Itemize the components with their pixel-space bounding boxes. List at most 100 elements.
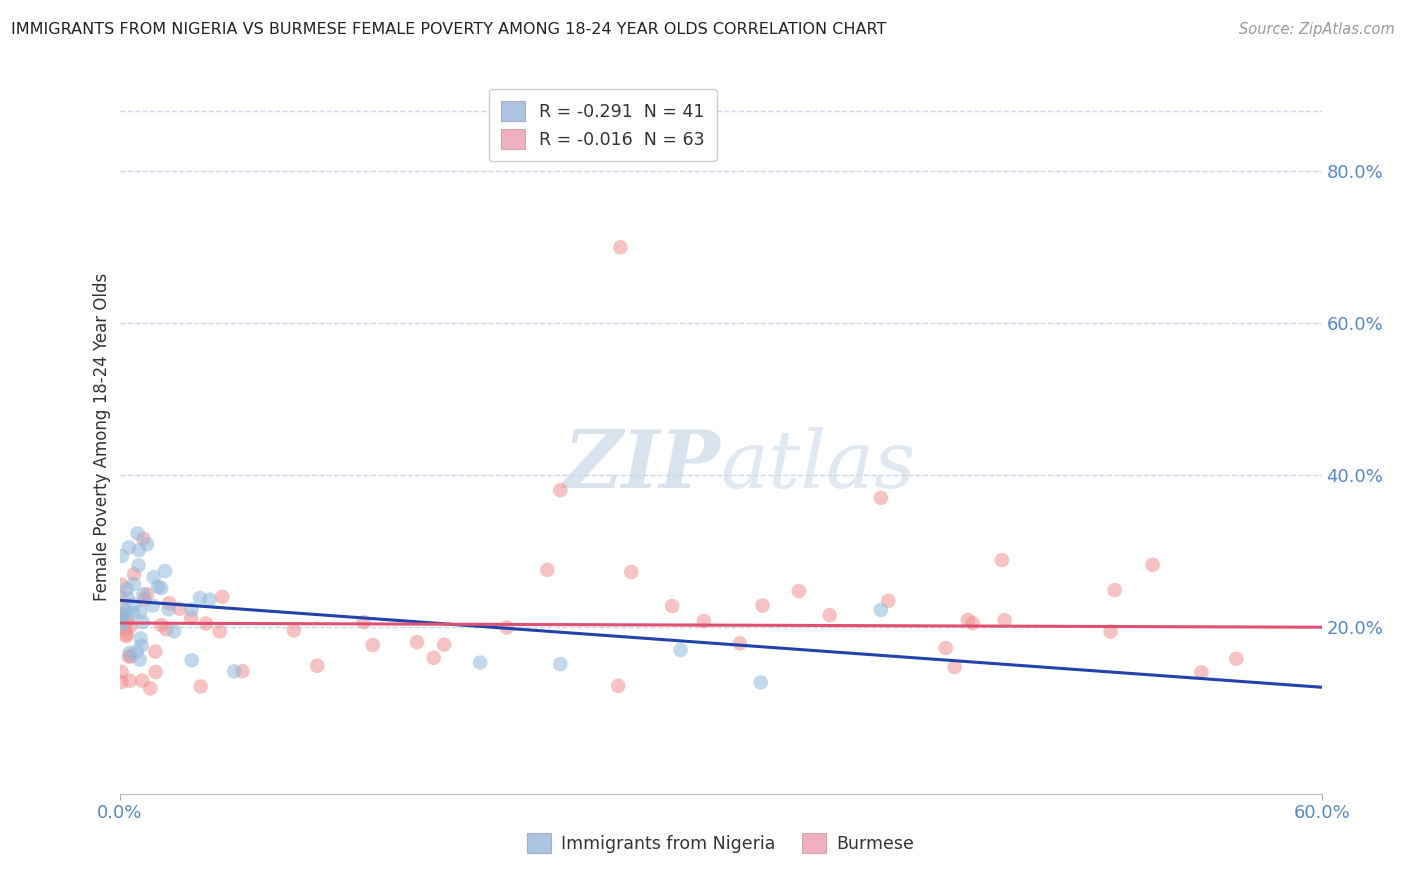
Point <box>129 632 152 646</box>
Point <box>231 664 253 678</box>
Point <box>145 665 167 679</box>
Point <box>991 553 1014 567</box>
Point <box>1225 652 1247 666</box>
Point <box>1191 665 1213 680</box>
Point <box>188 591 211 605</box>
Point <box>122 598 145 612</box>
Point <box>118 646 141 660</box>
Point <box>869 491 893 505</box>
Point <box>139 681 162 696</box>
Point <box>120 619 142 633</box>
Point <box>112 603 135 617</box>
Point <box>818 608 841 623</box>
Point <box>117 613 139 627</box>
Point <box>111 615 134 630</box>
Text: ZIP: ZIP <box>564 427 720 504</box>
Point <box>169 601 191 615</box>
Point <box>163 624 186 639</box>
Point <box>956 613 979 627</box>
Point <box>111 549 134 563</box>
Point <box>132 587 155 601</box>
Point <box>496 621 519 635</box>
Point <box>128 653 150 667</box>
Point <box>609 240 631 254</box>
Point <box>122 567 145 582</box>
Point <box>115 605 138 619</box>
Point <box>110 616 132 631</box>
Point <box>787 584 810 599</box>
Point <box>180 611 202 625</box>
Point <box>114 622 136 636</box>
Point <box>728 636 751 650</box>
Point <box>211 590 233 604</box>
Point <box>550 483 572 498</box>
Point <box>307 658 329 673</box>
Point <box>751 599 773 613</box>
Point <box>935 640 957 655</box>
Point <box>869 603 893 617</box>
Point <box>157 602 180 616</box>
Point <box>155 623 177 637</box>
Point <box>146 580 169 594</box>
Y-axis label: Female Poverty Among 18-24 Year Olds: Female Poverty Among 18-24 Year Olds <box>93 273 111 601</box>
Point <box>122 606 145 620</box>
Point <box>128 543 150 558</box>
Point <box>115 627 138 641</box>
Point <box>142 599 165 613</box>
Point <box>120 649 142 664</box>
Point <box>1099 624 1122 639</box>
Legend: Immigrants from Nigeria, Burmese: Immigrants from Nigeria, Burmese <box>520 826 921 860</box>
Point <box>208 624 231 639</box>
Point <box>132 532 155 546</box>
Point <box>283 624 305 638</box>
Point <box>150 581 173 595</box>
Point <box>180 602 202 616</box>
Point <box>962 616 984 631</box>
Point <box>661 599 683 613</box>
Point <box>131 673 153 688</box>
Point <box>110 591 132 606</box>
Point <box>110 607 132 621</box>
Point <box>180 653 202 667</box>
Point <box>433 638 456 652</box>
Point <box>422 650 444 665</box>
Point <box>749 675 772 690</box>
Point <box>110 665 132 679</box>
Text: Source: ZipAtlas.com: Source: ZipAtlas.com <box>1239 22 1395 37</box>
Point <box>993 613 1015 627</box>
Point <box>122 577 145 591</box>
Point <box>134 592 156 607</box>
Text: IMMIGRANTS FROM NIGERIA VS BURMESE FEMALE POVERTY AMONG 18-24 YEAR OLDS CORRELAT: IMMIGRANTS FROM NIGERIA VS BURMESE FEMAL… <box>11 22 887 37</box>
Point <box>224 665 246 679</box>
Point <box>110 609 132 624</box>
Point <box>607 679 630 693</box>
Point <box>150 618 173 632</box>
Point <box>135 587 157 601</box>
Point <box>142 570 165 584</box>
Point <box>129 605 152 619</box>
Point <box>693 614 716 628</box>
Point <box>131 639 153 653</box>
Point <box>136 537 159 551</box>
Point <box>153 564 176 578</box>
Point <box>198 592 221 607</box>
Point <box>195 616 218 631</box>
Point <box>110 577 132 591</box>
Point <box>118 541 141 555</box>
Point <box>157 596 180 610</box>
Point <box>536 563 558 577</box>
Point <box>353 615 375 629</box>
Point <box>877 594 900 608</box>
Point <box>132 615 155 629</box>
Point <box>361 638 384 652</box>
Point <box>145 644 167 658</box>
Point <box>127 558 149 573</box>
Text: atlas: atlas <box>720 427 915 504</box>
Point <box>1142 558 1164 572</box>
Point <box>117 591 139 605</box>
Point <box>110 675 132 690</box>
Point <box>406 635 429 649</box>
Point <box>125 645 148 659</box>
Point <box>943 660 966 674</box>
Point <box>127 526 149 541</box>
